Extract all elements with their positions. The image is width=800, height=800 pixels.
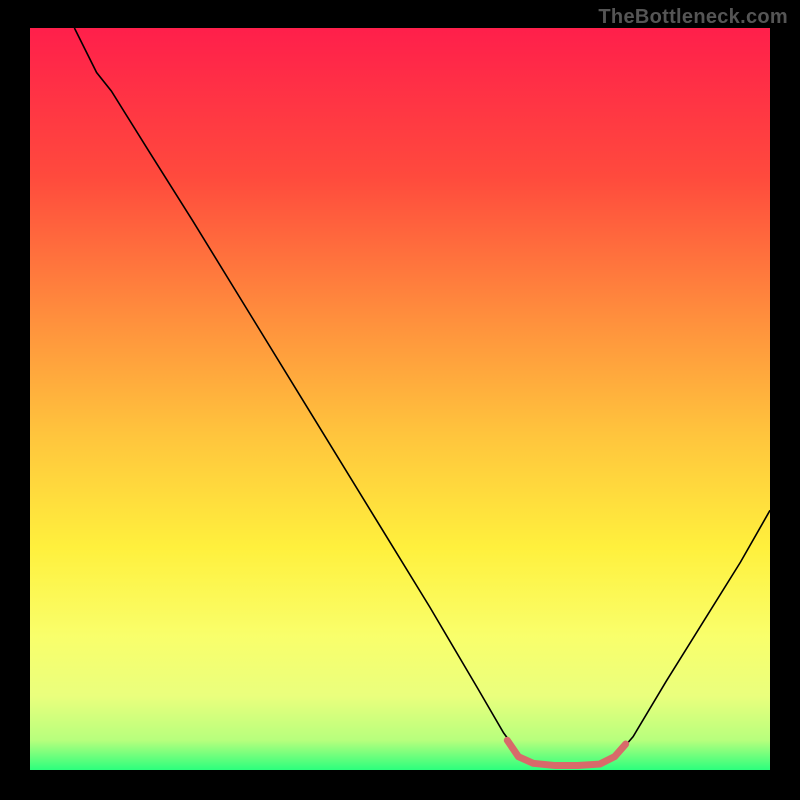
plot-svg (0, 0, 800, 800)
bottleneck-chart: TheBottleneck.com (0, 0, 800, 800)
watermark-text: TheBottleneck.com (598, 6, 788, 29)
